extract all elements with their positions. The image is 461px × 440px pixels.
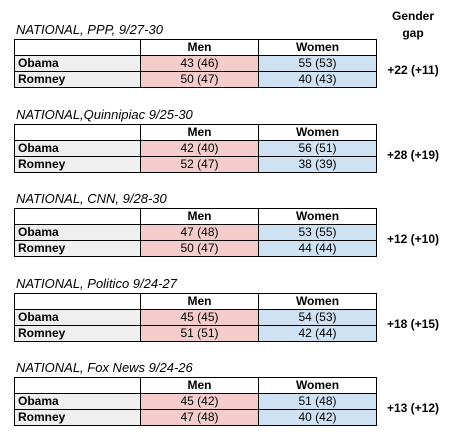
gap-title: Gender gap [391,9,434,40]
candidate-cell: Romney [14,155,141,173]
column-header: Men [140,292,259,310]
value-cell: 51 (48) [258,393,377,410]
poll-title: NATIONAL,Quinnipiac 9/25-30 [16,106,193,122]
value-cell: 51 (51) [140,324,259,342]
candidate-cell: Romney [14,240,141,257]
value-cell: 38 (39) [258,155,377,173]
value-cell: 42 (44) [258,324,377,342]
candidate-cell: Romney [14,409,141,426]
candidate-cell: Obama [14,55,141,72]
column-header: Women [258,292,377,310]
candidate-cell: Obama [14,224,141,241]
column-header: Women [258,208,377,225]
value-cell: 53 (55) [258,224,377,241]
header-cell [14,292,141,310]
candidate-cell: Obama [14,393,141,410]
value-cell: 47 (48) [140,409,259,426]
value-cell: 45 (45) [140,308,259,326]
poll-title: NATIONAL, PPP, 9/27-30 [16,22,163,37]
value-cell: 52 (47) [140,155,259,173]
column-header: Men [140,39,259,56]
value-cell: 50 (47) [140,240,259,257]
value-cell: 43 (46) [140,55,259,72]
column-header: Women [258,377,377,394]
header-cell [14,377,141,394]
value-cell: 40 (43) [258,71,377,88]
value-cell: 55 (53) [258,55,377,72]
column-header: Women [258,39,377,56]
column-header: Men [140,208,259,225]
candidate-cell: Obama [14,308,141,326]
candidate-cell: Obama [14,139,141,157]
gender-gap: +28 (+19) [386,147,440,162]
poll-title: NATIONAL, CNN, 9/28-30 [16,191,167,206]
value-cell: 47 (48) [140,224,259,241]
value-cell: 42 (40) [140,139,259,157]
gender-gap: +12 (+10) [386,232,440,246]
column-header: Men [140,123,259,141]
value-cell: 50 (47) [140,71,259,88]
poll-title: NATIONAL, Fox News 9/24-26 [16,360,193,375]
value-cell: 56 (51) [258,139,377,157]
column-header: Women [258,123,377,141]
header-cell [14,39,141,56]
value-cell: 40 (42) [258,409,377,426]
header-cell [14,208,141,225]
value-cell: 54 (53) [258,308,377,326]
candidate-cell: Romney [14,324,141,342]
value-cell: 45 (42) [140,393,259,410]
poll-title: NATIONAL, Politico 9/24-27 [16,275,177,291]
gender-gap: +22 (+11) [387,63,439,77]
column-header: Men [140,377,259,394]
value-cell: 44 (44) [258,240,377,257]
header-cell [14,123,141,141]
gender-gap: +18 (+15) [386,316,440,331]
gender-gap: +13 (+12) [386,401,440,415]
candidate-cell: Romney [14,71,141,88]
